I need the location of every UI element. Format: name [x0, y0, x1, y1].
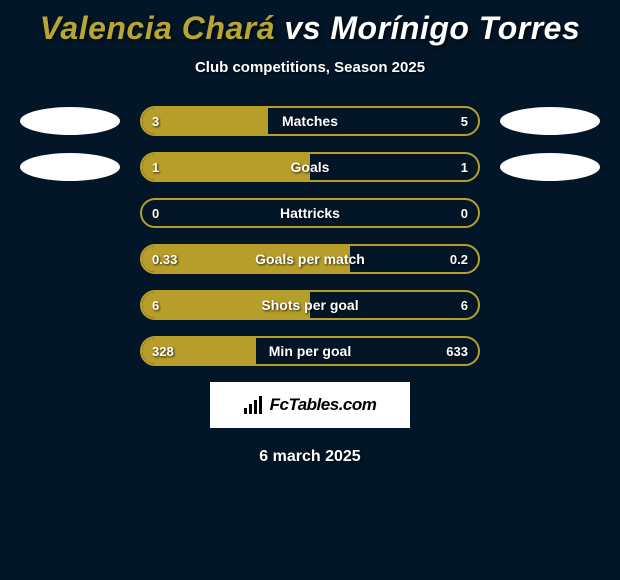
title-vs: vs — [284, 10, 321, 46]
stat-value-left: 0 — [152, 200, 159, 226]
stat-value-right: 0.2 — [450, 246, 468, 272]
stat-row: 0Hattricks0 — [0, 198, 620, 228]
stat-value-right: 0 — [461, 200, 468, 226]
infographic-root: Valencia Chará vs Morínigo Torres Club c… — [0, 0, 620, 466]
stat-row: 3Matches5 — [0, 106, 620, 136]
stat-fill-left — [142, 108, 268, 134]
stat-bar: 0.33Goals per match0.2 — [140, 244, 480, 274]
stat-label: Hattricks — [142, 200, 478, 226]
stat-value-left: 6 — [152, 292, 159, 318]
stat-fill-left — [142, 154, 310, 180]
stat-bar: 1Goals1 — [140, 152, 480, 182]
stat-row: 1Goals1 — [0, 152, 620, 182]
stat-bar: 3Matches5 — [140, 106, 480, 136]
stat-row: 6Shots per goal6 — [0, 290, 620, 320]
stat-row: 328Min per goal633 — [0, 336, 620, 366]
source-logo: FcTables.com — [210, 382, 410, 428]
date-label: 6 march 2025 — [0, 448, 620, 466]
stat-value-left: 328 — [152, 338, 174, 364]
title-player1: Valencia Chará — [40, 10, 275, 46]
stat-value-left: 0.33 — [152, 246, 177, 272]
stat-value-left: 1 — [152, 154, 159, 180]
stat-bar: 6Shots per goal6 — [140, 290, 480, 320]
team-pill-right — [500, 107, 600, 135]
title-player2: Morínigo Torres — [330, 10, 580, 46]
stat-fill-left — [142, 292, 310, 318]
logo-text: FcTables.com — [270, 395, 377, 415]
stat-value-left: 3 — [152, 108, 159, 134]
stat-value-right: 6 — [461, 292, 468, 318]
subtitle: Club competitions, Season 2025 — [0, 59, 620, 76]
stat-value-right: 5 — [461, 108, 468, 134]
stat-row: 0.33Goals per match0.2 — [0, 244, 620, 274]
stat-rows: 3Matches5 1Goals1 0Hattricks0 0.33Goals per… — [0, 106, 620, 366]
page-title: Valencia Chará vs Morínigo Torres — [0, 10, 620, 47]
stat-bar: 328Min per goal633 — [140, 336, 480, 366]
stat-bar: 0Hattricks0 — [140, 198, 480, 228]
team-pill-left — [20, 153, 120, 181]
team-pill-right — [500, 153, 600, 181]
stat-value-right: 1 — [461, 154, 468, 180]
bar-chart-icon — [244, 396, 264, 414]
team-pill-left — [20, 107, 120, 135]
stat-value-right: 633 — [446, 338, 468, 364]
